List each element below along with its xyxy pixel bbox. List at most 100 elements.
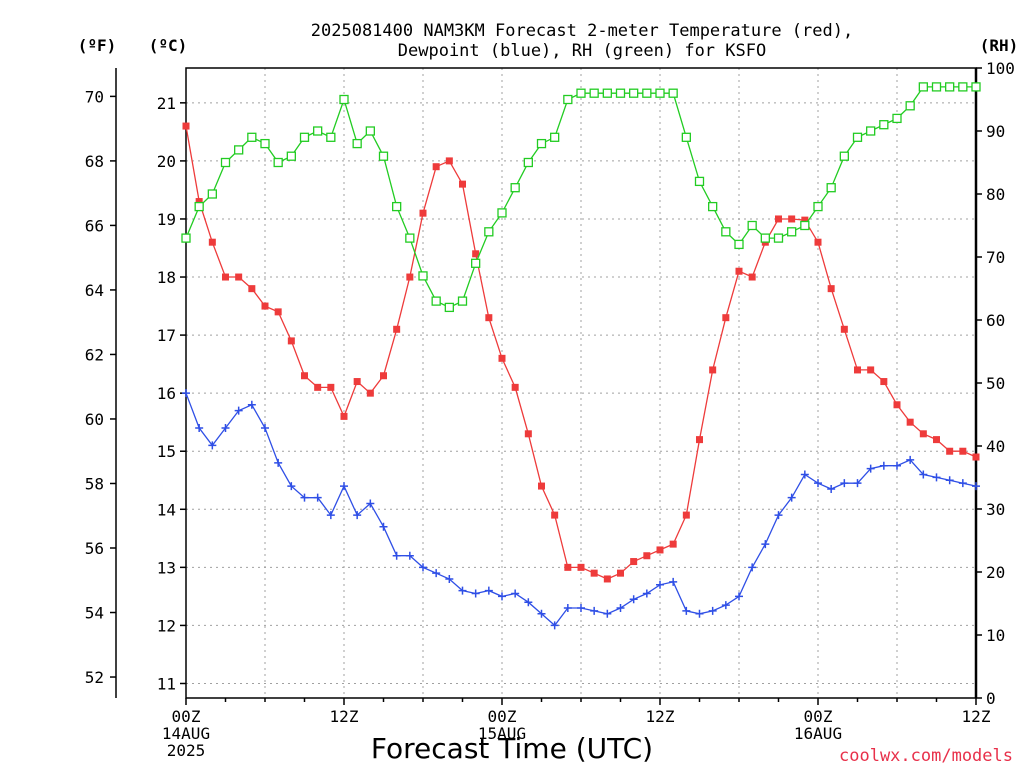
dewpoint-point <box>287 482 296 491</box>
chart-title-line1: 2025081400 NAM3KM Forecast 2-meter Tempe… <box>311 21 853 41</box>
rh-point <box>813 201 823 212</box>
temperature-point <box>524 430 532 438</box>
dewpoint-point <box>445 574 454 583</box>
dewpoint-point <box>682 606 691 615</box>
temperature-point <box>564 563 572 571</box>
rh-point <box>563 94 573 105</box>
rh-point <box>589 88 599 98</box>
dewpoint-point <box>419 563 427 572</box>
fahrenheit-tick-label: 64 <box>85 281 104 300</box>
dewpoint-point <box>893 461 901 470</box>
dewpoint-point <box>748 563 757 572</box>
rh-point <box>760 233 770 243</box>
celsius-tick-label: 21 <box>157 94 176 113</box>
dewpoint-point <box>208 441 217 450</box>
rh-point <box>418 271 428 281</box>
temperature-point <box>485 314 493 322</box>
temperature-point <box>419 209 427 217</box>
rh-point <box>971 82 981 92</box>
rh-point <box>457 296 468 306</box>
dewpoint-point <box>471 589 480 598</box>
rh-point <box>602 88 612 98</box>
rh-point <box>866 126 876 136</box>
rh-point <box>655 88 665 98</box>
dewpoint-point <box>366 499 375 508</box>
rh-point <box>286 151 296 161</box>
temperature-point <box>840 325 848 333</box>
rh-point <box>299 132 310 142</box>
dewpoint-point <box>195 424 204 432</box>
axes: 52 54 56 58 60 62 64 66 68 70 11 12 13 14 15 16 17 18 19 20… <box>85 59 1015 760</box>
dewpoint-point <box>642 589 651 598</box>
temperature-point <box>669 540 677 548</box>
dewpoint-point <box>919 470 928 479</box>
rh-point <box>681 132 691 142</box>
x-tick-label: 12Z <box>646 707 675 726</box>
x-tick-label: 2025 <box>167 741 206 760</box>
temperature-point <box>959 447 967 455</box>
temperature-point <box>814 238 822 246</box>
rh-point <box>642 88 652 98</box>
celsius-tick-label: 18 <box>157 268 176 287</box>
dewpoint-point <box>379 522 388 531</box>
dewpoint-point <box>261 424 269 432</box>
rh-point <box>405 233 415 243</box>
x-tick-label: 15AUG <box>478 724 526 743</box>
dewpoint-point <box>432 569 441 578</box>
dewpoint-point <box>247 400 256 409</box>
dewpoint-point <box>563 604 572 612</box>
temperature-point <box>261 302 269 310</box>
rh-point <box>931 82 942 92</box>
temperature-point <box>274 308 282 316</box>
rh-tick-label: 0 <box>986 689 996 708</box>
rh-point <box>905 101 915 111</box>
rh-tick-label: 30 <box>986 500 1005 519</box>
temperature-point <box>788 215 796 223</box>
dewpoint-point <box>300 493 309 502</box>
dewpoint-point <box>590 606 599 615</box>
celsius-tick-label: 19 <box>157 210 176 229</box>
temperature-point <box>314 383 322 391</box>
temperature-point <box>432 163 440 171</box>
dewpoint-point <box>405 551 414 560</box>
rh-point <box>352 138 362 149</box>
fahrenheit-tick-label: 52 <box>85 668 104 687</box>
rh-point <box>471 258 481 268</box>
temperature-point <box>617 569 624 577</box>
rh-point <box>431 296 441 306</box>
x-tick-label: 12Z <box>962 707 991 726</box>
temperature-point <box>182 122 190 130</box>
rh-point <box>497 208 507 218</box>
temperature-point <box>511 383 519 391</box>
temperature-point <box>287 337 295 345</box>
celsius-tick-label: 11 <box>157 674 176 693</box>
temperature-point <box>906 418 914 426</box>
rh-point <box>629 88 639 98</box>
rh-point <box>800 220 810 231</box>
rh-tick-label: 40 <box>986 437 1005 456</box>
grid-lines <box>186 68 976 698</box>
rh-point <box>536 138 547 149</box>
temperature-point <box>827 285 835 293</box>
rh-point <box>918 82 928 92</box>
temperature-point <box>801 216 809 224</box>
dewpoint-point <box>800 470 809 479</box>
temperature-point <box>893 401 901 409</box>
rh-point <box>879 120 889 130</box>
fahrenheit-tick-label: 70 <box>85 87 104 106</box>
dewpoint-point <box>537 609 546 618</box>
temperature-point <box>498 354 506 362</box>
rh-point <box>747 220 757 231</box>
dewpoint-point <box>932 473 941 482</box>
rh-point <box>734 239 744 250</box>
dewpoint-point <box>827 484 836 493</box>
dewpoint-point <box>616 604 625 612</box>
dewpoint-point <box>550 621 559 630</box>
dewpoint-point <box>708 606 717 615</box>
rh-point <box>787 227 797 237</box>
rh-point <box>958 82 968 92</box>
temperature-point <box>919 430 927 438</box>
rh-point <box>234 145 244 155</box>
x-tick-label: 00Z <box>804 707 833 726</box>
